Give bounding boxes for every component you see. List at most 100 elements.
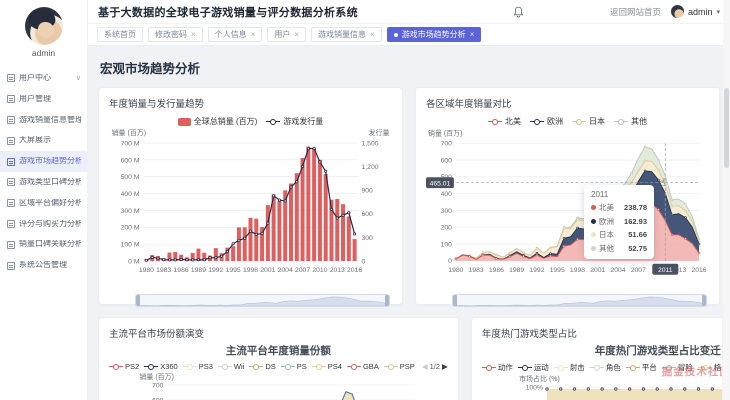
legend-item-6[interactable]: PS4 [311,362,342,371]
scrollbar-thumb[interactable] [724,88,729,168]
legend-item-0[interactable]: PS2 [109,362,139,371]
svg-text:200 M: 200 M [121,225,140,232]
sidebar-item-label: 评分与购买力分析 [19,219,81,228]
user-manage-icon [7,95,15,104]
legend-item-1[interactable]: 运动 [517,362,549,373]
user-menu[interactable]: admin ▾ [670,5,720,18]
sidebar-item-4[interactable]: 游戏市场趋势分析 [0,151,87,172]
sidebar-item-8[interactable]: 销量口碑关联分析 [0,234,87,255]
sidebar-item-3[interactable]: 大屏展示 [0,130,87,151]
legend-marker-icon [249,363,264,371]
svg-text:500 M: 500 M [121,174,140,181]
legend-item-4[interactable]: 平台 [625,362,657,373]
legend-marker-icon [311,363,326,371]
svg-text:100 M: 100 M [121,242,140,249]
tab-label: 用户 [274,30,291,39]
legend-item-3[interactable]: Wii [217,362,244,371]
legend-item-1[interactable]: X360 [144,362,178,371]
svg-text:400 M: 400 M [121,191,140,198]
svg-text:销量 (百万): 销量 (百万) [112,128,147,137]
chevron-down-icon: ▾ [716,8,720,16]
tab-label: 游戏市场趋势分析 [401,30,466,39]
legend-item-6[interactable]: 格斗 [697,362,722,373]
sidebar-menu: 用户中心 ∨ 用户管理 游戏销量信息管理 大屏展示 游戏市场趋势分析游戏类型口碑分析区域平… [0,68,87,276]
tooltip-row: 北美 238.78 [591,202,647,213]
svg-text:2013: 2013 [671,267,686,274]
notification-bell-icon[interactable] [513,6,524,18]
sidebar-item-label: 游戏类型口碑分析 [19,177,81,186]
sidebar-item-7[interactable]: 评分与购买力分析 [0,214,87,235]
svg-text:1992: 1992 [208,267,223,274]
legend-item-1[interactable]: 游戏发行量 [266,116,323,127]
legend-label: PS2 [125,362,140,371]
app-title: 基于大数据的全球电子游戏销量与评分数据分析系统 [98,6,358,19]
legend-item-5[interactable]: PS [280,362,307,371]
legend-label: PS4 [327,362,342,371]
legend-marker-icon [661,364,676,372]
datazoom-handle-right[interactable] [702,295,706,306]
legend-item-8[interactable]: PSP [383,362,415,371]
chart-genre-share: 市场占比 (%)100% [519,374,722,400]
legend-next-icon[interactable]: ▶ [442,362,448,371]
close-icon[interactable]: × [294,30,300,39]
sidebar-item-2[interactable]: 游戏销量信息管理 [0,110,87,131]
svg-text:1986: 1986 [489,267,504,274]
chart1-datazoom-slider[interactable] [135,294,390,307]
sidebar-profile: admin [0,0,87,62]
svg-text:1983: 1983 [156,267,171,274]
window-scrollbar[interactable] [723,0,730,400]
tab-2[interactable]: 个人信息 × [207,27,263,42]
sidebar: admin 用户中心 ∨ 用户管理 游戏销量信息管理 大屏展示 游戏市场趋势分析游戏类型口… [0,0,88,400]
legend-item-2[interactable]: PS3 [182,362,213,371]
tab-4[interactable]: 游戏销量信息 × [311,27,382,42]
close-icon[interactable]: × [370,30,375,39]
card-genre-share: 年度热门游戏类型占比 年度热门游戏类型占比变迁 动作运动射击角色平台冒险格斗竞速… [470,317,722,400]
svg-text:1,500: 1,500 [362,140,379,147]
legend-item-2[interactable]: 日本 [572,116,605,127]
series-dot-icon [591,205,596,210]
close-icon[interactable]: × [469,30,475,39]
legend-label: 欧洲 [547,117,563,126]
datazoom-handle-left[interactable] [136,295,140,306]
legend-label: PS3 [198,362,213,371]
legend-marker-icon [182,363,197,371]
sidebar-item-5[interactable]: 游戏类型口碑分析 [0,172,87,193]
card-platform-share: 主流平台市场份额演变 主流平台年度销量份额 PS2 X360 PS3 Wii DS PS P… [98,317,459,400]
close-icon[interactable]: × [191,30,196,39]
legend-marker-icon [553,364,568,372]
sidebar-item-1[interactable]: 用户管理 [0,89,87,110]
tab-0[interactable]: 系统首页 [97,27,143,42]
legend-item-5[interactable]: 冒险 [661,362,693,373]
datazoom-handle-left[interactable] [453,295,457,306]
tooltip-row: 日本 51.66 [591,229,647,240]
back-home-link[interactable]: 返回网站首页 [609,6,661,17]
sidebar-item-9[interactable]: 系统公告管理 [0,255,87,276]
legend-item-4[interactable]: DS [249,362,276,371]
legend-item-0[interactable]: 全球总销量 (百万) [177,116,257,127]
sidebar-item-6[interactable]: 区域平台偏好分析 [0,193,87,214]
tab-5[interactable]: 游戏市场趋势分析 × [386,27,482,42]
legend-item-7[interactable]: GBA [346,362,379,371]
legend-marker-icon [217,363,232,371]
svg-text:销量 (百万): 销量 (百万) [428,128,462,137]
chart2-datazoom-slider[interactable] [452,294,707,307]
svg-text:1998: 1998 [243,267,258,274]
legend-prev-icon[interactable]: ◀ [421,362,428,371]
legend-item-3[interactable]: 其他 [614,116,647,127]
legend-item-1[interactable]: 欧洲 [530,116,563,127]
tab-1[interactable]: 修改密码 × [148,27,203,42]
datazoom-handle-right[interactable] [385,295,389,306]
legend-item-3[interactable]: 角色 [589,362,621,373]
legend-item-2[interactable]: 射击 [553,362,585,373]
svg-text:2004: 2004 [278,267,293,274]
chart-platform-share: 销量 (百万)700600500400300200100 [139,372,416,400]
tooltip-row: 其他 52.75 [591,243,647,254]
legend-item-0[interactable]: 北美 [488,116,521,127]
svg-text:400: 400 [441,191,453,198]
tab-3[interactable]: 用户 × [267,27,307,42]
legend-marker-icon [530,118,544,126]
close-icon[interactable]: × [250,30,256,39]
user-avatar[interactable] [24,7,63,45]
sidebar-item-0[interactable]: 用户中心 ∨ [0,68,87,89]
legend-item-0[interactable]: 动作 [481,362,513,373]
